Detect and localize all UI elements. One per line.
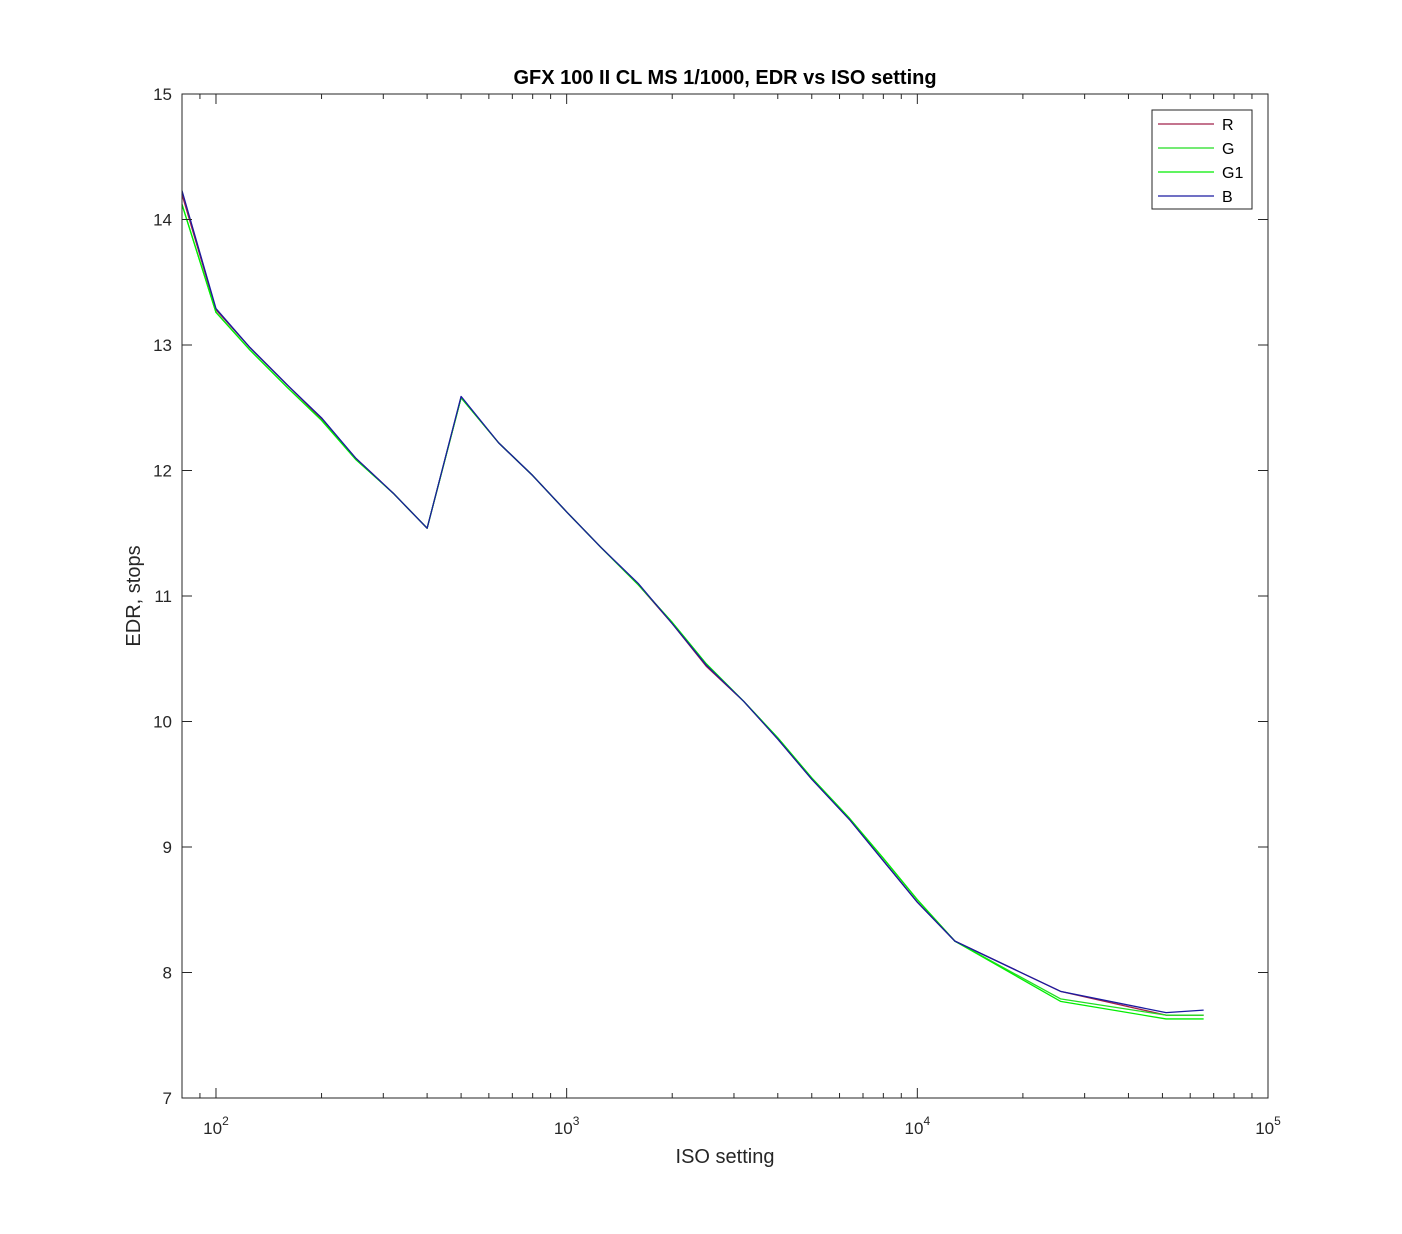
y-tick-label: 15 xyxy=(153,85,172,104)
x-tick-label: 102 xyxy=(203,1114,229,1138)
series-layer xyxy=(181,190,1204,1020)
y-tick-label: 13 xyxy=(153,336,172,355)
y-axis-label: EDR, stops xyxy=(123,545,145,646)
x-axis-label: ISO setting xyxy=(676,1146,775,1168)
y-tick-label: 8 xyxy=(163,964,172,983)
y-tick-label: 11 xyxy=(154,587,172,606)
legend: RG G1 B xyxy=(1151,109,1253,210)
y-tick-label: 12 xyxy=(153,462,172,481)
legend-box xyxy=(1151,109,1253,210)
y-tick-label: 10 xyxy=(153,713,172,732)
plot-area xyxy=(182,94,1268,1098)
series-line-b xyxy=(181,190,1204,1014)
y-tick-label: 14 xyxy=(153,211,172,230)
y-tick-label: 7 xyxy=(163,1089,172,1108)
legend-label-g1: G1 xyxy=(1222,165,1243,182)
legend-label-b: B xyxy=(1222,189,1233,206)
legend-label-g: G xyxy=(1222,141,1234,158)
y-tick-label: 9 xyxy=(163,838,172,857)
x-tick-label: 104 xyxy=(905,1114,931,1138)
legend-label-r: R xyxy=(1222,117,1234,134)
chart-title: GFX 100 II CL MS 1/1000, EDR vs ISO sett… xyxy=(513,67,936,89)
labels-layer: 7 8 9 10 11 12 13 14 15 102 103 104 105 xyxy=(153,85,1281,1138)
x-tick-label: 103 xyxy=(554,1114,580,1138)
ticks-layer xyxy=(181,93,1269,1099)
x-tick-label: 105 xyxy=(1255,1114,1281,1138)
